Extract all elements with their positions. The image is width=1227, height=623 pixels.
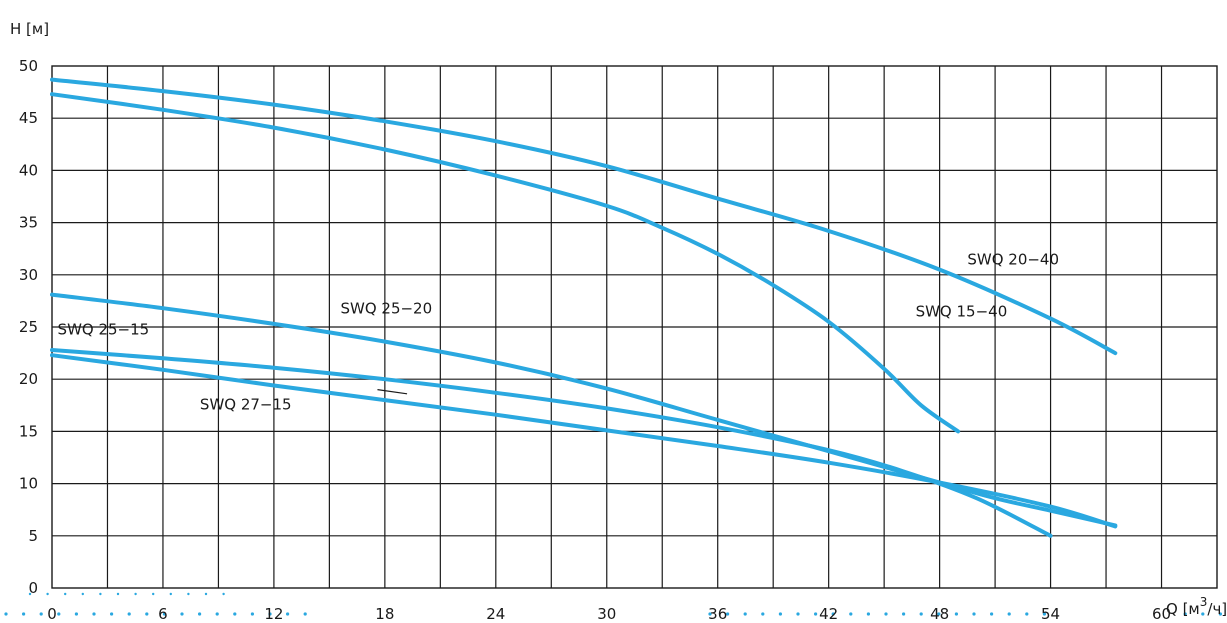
plot-frame (51, 65, 1218, 589)
baseline-dot (1007, 612, 1011, 616)
baseline-dot (134, 592, 137, 596)
grid (51, 65, 1218, 589)
baseline-dot (4, 612, 8, 616)
baseline-dot (708, 612, 712, 616)
baseline-dot (1218, 612, 1222, 616)
baseline-dot (937, 612, 941, 616)
x-tick-label: 48 (930, 605, 949, 623)
x-tick-label: 54 (1041, 605, 1060, 623)
baseline-dot (268, 612, 272, 616)
x-tick-label: 36 (708, 605, 727, 623)
series-label: SWQ 27−15 (200, 395, 292, 413)
x-axis-title: Q [м3/ч] (1166, 595, 1227, 618)
baseline-dot (187, 592, 190, 596)
baseline-dot (162, 612, 166, 616)
baseline-dot (127, 612, 131, 616)
x-tick-label: 42 (819, 605, 838, 623)
baseline-dot (28, 592, 32, 596)
baseline-dot (919, 612, 923, 616)
baseline-dot (778, 612, 783, 616)
baseline-dot (233, 612, 237, 616)
baseline-dot (116, 592, 120, 596)
y-tick-label: 40 (19, 161, 38, 179)
series-labels: SWQ 20−40 SWQ 15−40 SWQ 25−20 SWQ 25−15 SWQ … (58, 250, 1059, 413)
baseline-dot (990, 612, 994, 616)
baseline-dot (1025, 612, 1029, 616)
baseline-dot (63, 592, 67, 596)
y-tick-label: 35 (19, 214, 38, 232)
baseline-dot (204, 592, 208, 596)
series-curves (50, 77, 1118, 538)
y-tick-label: 25 (19, 318, 38, 336)
x-tick-label: 24 (486, 605, 505, 623)
x-tick-label: 12 (264, 605, 283, 623)
baseline-dot (814, 612, 818, 616)
y-tick-label: 50 (19, 57, 38, 75)
baseline-dot (902, 612, 906, 616)
series-line-swq-25-20 (50, 292, 1118, 528)
baseline-dot (866, 612, 871, 616)
baseline-dot (152, 592, 155, 596)
baseline-dot (972, 612, 976, 616)
baseline-dot (215, 612, 219, 616)
baseline-dot (222, 592, 225, 596)
x-tick-label: 18 (375, 605, 394, 623)
y-tick-label: 15 (19, 422, 38, 440)
series-line-swq-20-40 (50, 77, 1118, 356)
baseline-dot (831, 612, 835, 616)
baseline-dot (110, 612, 114, 616)
series-label: SWQ 25−20 (340, 299, 432, 317)
x-axis-title-superscript: 3 (1200, 595, 1208, 609)
y-tick-label: 5 (28, 527, 38, 545)
baseline-dot (198, 612, 202, 616)
baseline-dot (81, 592, 85, 596)
y-tick-label: 30 (19, 266, 38, 284)
baseline-dot (39, 612, 43, 616)
baseline-dot (22, 612, 26, 616)
x-tick-label: 0 (47, 605, 57, 623)
baseline-dot (726, 612, 730, 616)
baseline-dot (286, 612, 290, 616)
y-tick-label: 20 (19, 370, 38, 388)
baseline-dot (743, 612, 747, 616)
baseline-dot (46, 592, 49, 596)
baseline-dot (92, 612, 96, 616)
baseline-dot (99, 592, 102, 596)
baseline-dot (1183, 612, 1187, 616)
series-line-swq-25-15 (50, 348, 1053, 538)
x-tick-label: 6 (158, 605, 168, 623)
series-label: SWQ 15−40 (916, 303, 1008, 321)
baseline-dot (57, 612, 61, 616)
baseline-dot (849, 612, 853, 616)
baseline-dot (884, 612, 888, 616)
series-label: SWQ 25−15 (58, 320, 150, 338)
baseline-dot (250, 612, 254, 616)
baseline-dot (303, 612, 307, 616)
y-axis-ticks: 0 5 10 15 20 25 30 35 40 45 50 (19, 57, 38, 597)
baseline-dot (169, 592, 172, 596)
x-tick-label: 60 (1152, 605, 1171, 623)
baseline-dot (145, 612, 149, 616)
dotted-baseline (4, 592, 1222, 616)
x-axis-title-tail: /ч] (1207, 600, 1227, 618)
y-tick-label: 0 (28, 579, 38, 597)
series-line-swq-27-15 (50, 353, 1118, 529)
label-leader-line (377, 389, 408, 395)
series-line-swq-15-40 (50, 92, 961, 434)
series-label: SWQ 20−40 (967, 250, 1059, 268)
x-axis-title-main: Q [м (1166, 600, 1200, 618)
baseline-dot (74, 612, 78, 616)
x-tick-label: 30 (597, 605, 616, 623)
baseline-dot (180, 612, 184, 616)
y-tick-label: 45 (19, 109, 38, 127)
x-axis-ticks: 0 6 12 18 24 30 36 42 48 54 60 (47, 605, 1171, 623)
baseline-dot (954, 612, 959, 616)
y-axis-title: H [м] (10, 20, 49, 38)
baseline-dot (1201, 612, 1205, 616)
y-tick-label: 10 (19, 475, 38, 493)
baseline-dot (1042, 612, 1046, 616)
baseline-dot (761, 612, 765, 616)
baseline-dot (796, 612, 800, 616)
